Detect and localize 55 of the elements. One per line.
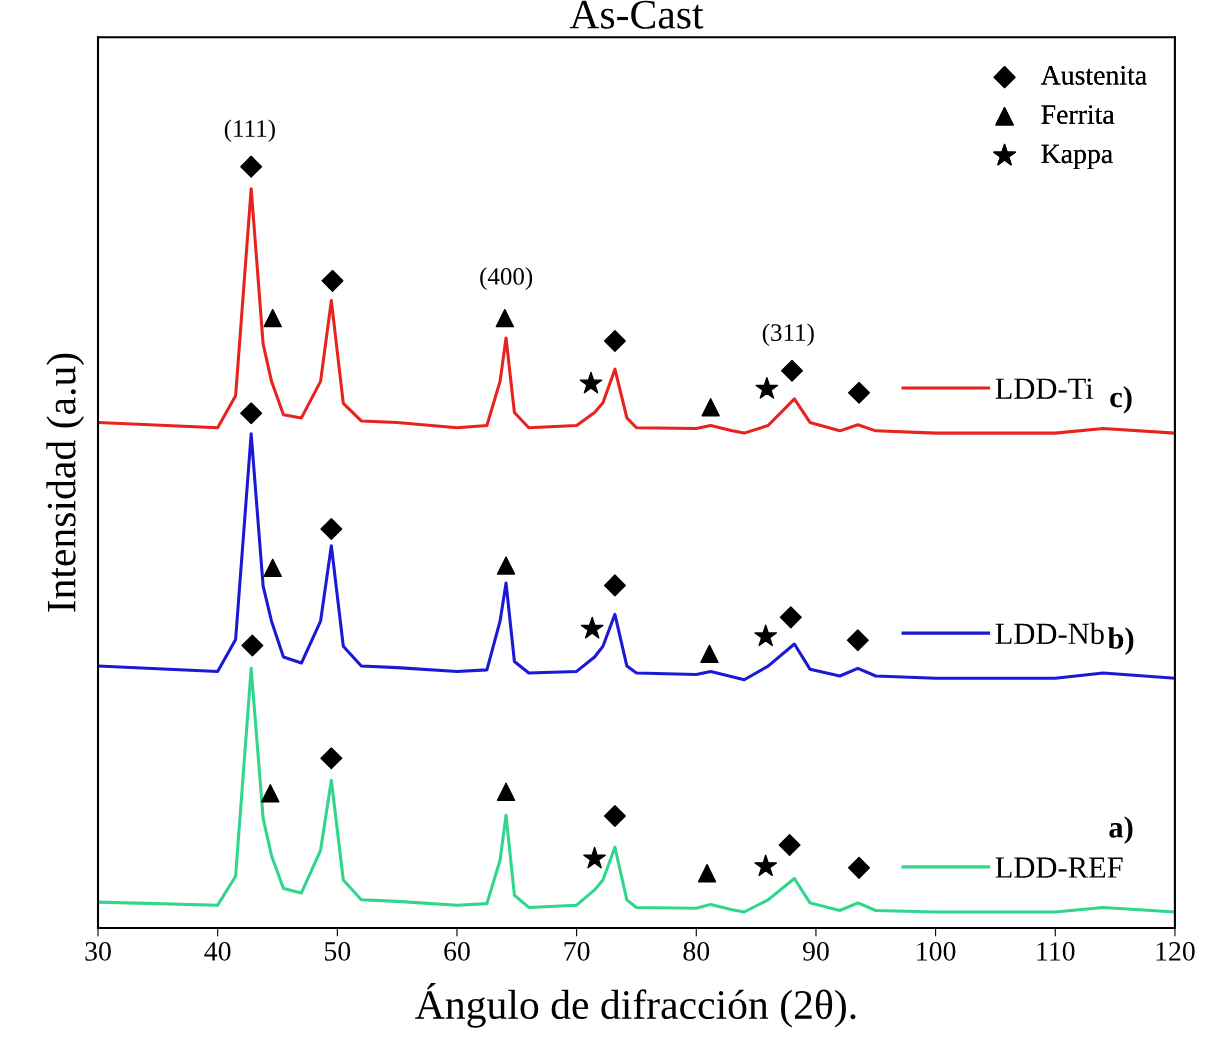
- point: [846, 629, 869, 652]
- point: [240, 155, 263, 178]
- x-tick-label: 80: [683, 942, 710, 961]
- x-tick-label: 90: [802, 942, 829, 961]
- point: [603, 329, 626, 352]
- x-tick-label: 60: [444, 942, 470, 961]
- point: [320, 518, 343, 541]
- annotation: (311): [762, 323, 814, 347]
- x-tick-label: 40: [204, 942, 231, 961]
- annotation: c): [1110, 385, 1132, 414]
- x-tick-label: 70: [564, 942, 590, 961]
- x-axis-title: Ángulo de difracción (2θ).: [415, 983, 856, 1028]
- legend-label: LDD-REF: [995, 857, 1123, 878]
- point: [263, 308, 282, 328]
- legend-label: LDD-Nb: [995, 622, 1104, 645]
- legend-label: Austenita: [1040, 66, 1147, 85]
- point: [754, 854, 778, 877]
- point: [778, 834, 801, 857]
- point: [583, 846, 606, 869]
- point: [496, 556, 516, 575]
- point: [701, 398, 720, 417]
- point: [580, 616, 604, 639]
- point: [697, 863, 717, 883]
- point: [496, 782, 516, 801]
- point: [779, 606, 802, 629]
- annotation: b): [1107, 627, 1134, 656]
- annotation: a): [1109, 816, 1133, 844]
- text: (111): [224, 119, 275, 143]
- point: [848, 856, 871, 879]
- point: [241, 634, 264, 657]
- point: [781, 359, 804, 382]
- annotation: (400): [480, 267, 533, 290]
- point: [240, 402, 263, 425]
- legend-label: Ferrita: [1041, 105, 1115, 124]
- legend-label: LDD-Ti: [995, 378, 1094, 399]
- point: [579, 371, 603, 394]
- point: [700, 644, 719, 664]
- y-axis-title: Intensidad (a.u): [46, 353, 85, 612]
- x-tick-label: 100: [917, 942, 956, 961]
- legend-label: Kappa: [1041, 144, 1113, 169]
- x-tick-label: 50: [325, 942, 351, 961]
- x-tick-label: 120: [1156, 942, 1195, 961]
- point: [321, 269, 344, 292]
- point: [754, 624, 778, 647]
- point: [263, 558, 282, 578]
- chart-title: As-Cast: [569, 0, 704, 29]
- point: [320, 747, 343, 770]
- point: [755, 377, 779, 399]
- x-tick-label: 30: [85, 942, 111, 961]
- point: [603, 805, 626, 828]
- point: [848, 381, 871, 404]
- point: [603, 574, 626, 597]
- x-tick-label: 110: [1037, 942, 1075, 961]
- point: [495, 308, 515, 328]
- point: [261, 784, 280, 803]
